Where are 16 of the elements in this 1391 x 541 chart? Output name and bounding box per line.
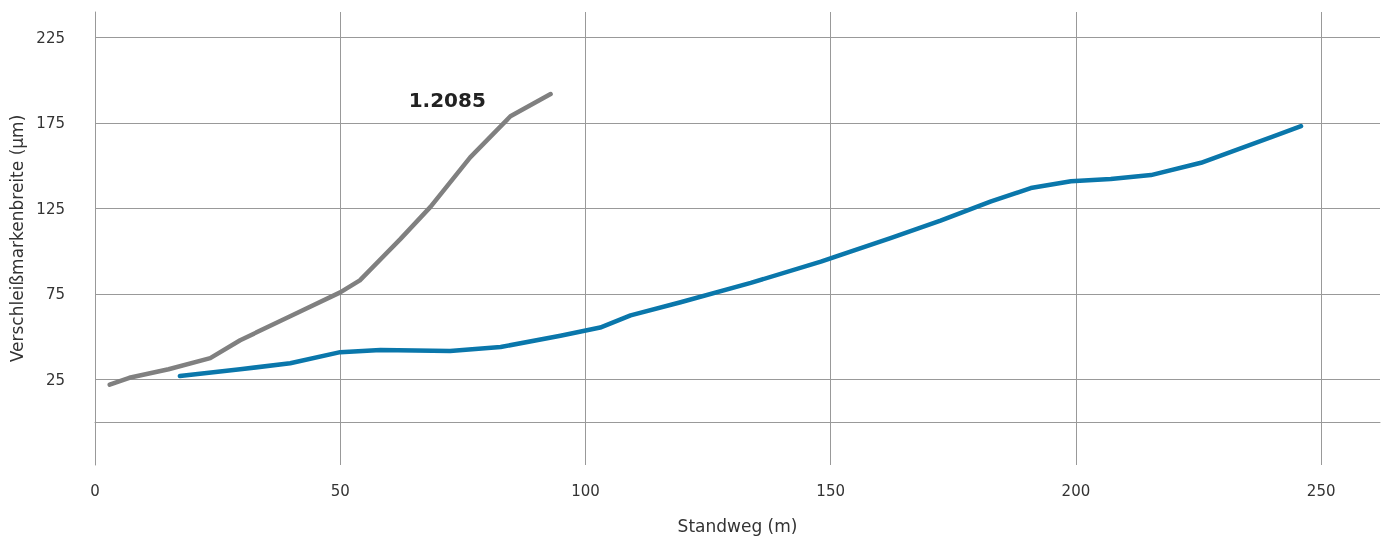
x-axis-title: Standweg (m)	[677, 515, 798, 536]
y-tick-label: 125	[36, 199, 65, 218]
line-series	[177, 123, 1304, 379]
y-tick-label: 175	[36, 114, 65, 133]
x-tick-label: 0	[90, 481, 100, 500]
series-label: 1.2085	[408, 88, 486, 113]
y-tick-label: 225	[36, 28, 65, 47]
y-tick-label: 75	[45, 285, 65, 304]
y-axis-title: Verschleißmarkenbreite (µm)	[6, 114, 27, 363]
x-tick-label: 200	[1061, 481, 1091, 500]
x-tick-label: 100	[571, 481, 600, 500]
x-tick-label: 50	[330, 481, 350, 500]
line-series	[107, 91, 553, 387]
y-tick-label: 25	[45, 370, 65, 389]
x-tick-label: 150	[816, 481, 846, 500]
x-tick-label: 250	[1306, 481, 1336, 500]
